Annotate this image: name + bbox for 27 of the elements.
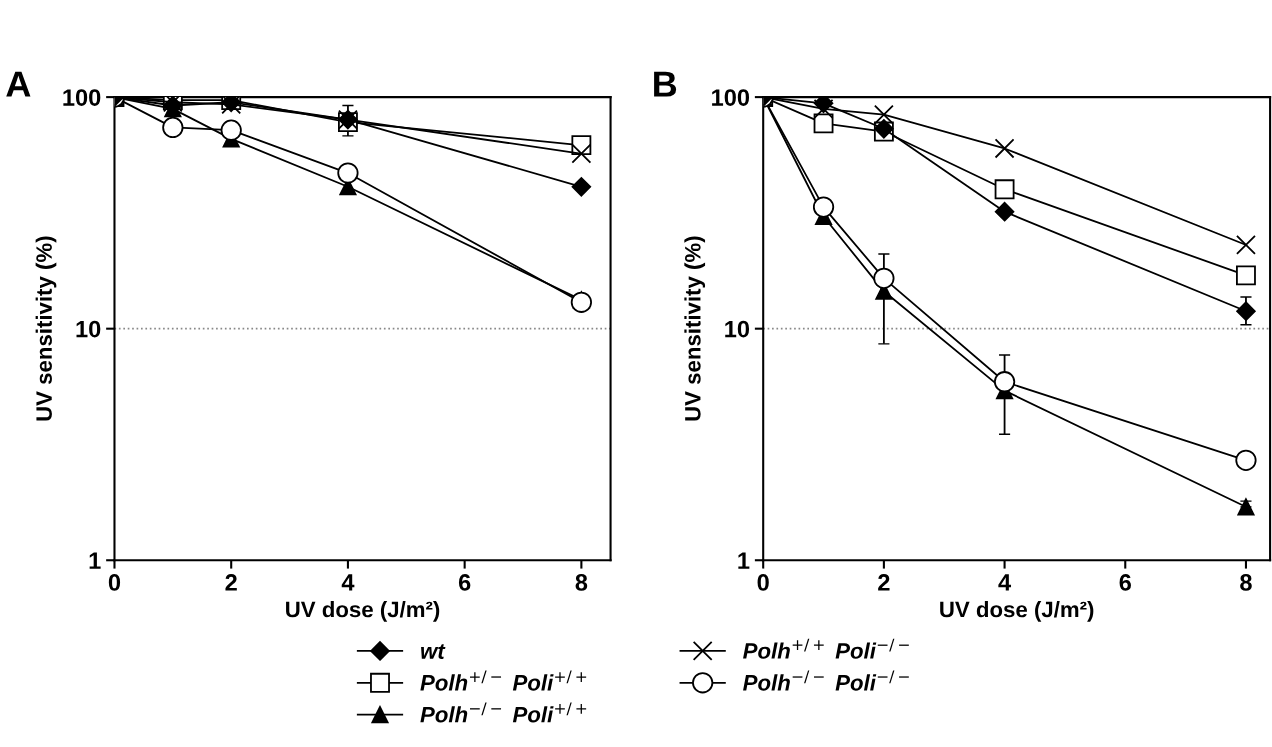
y-tick-label: 10	[725, 320, 750, 338]
y-axis-title: UV sensitivity (%)	[35, 236, 57, 421]
x-tick-label: 0	[757, 574, 769, 591]
legend-label: Polh$^{−/−}$ Poli$^{−/−}$	[743, 670, 909, 691]
x-tick-label: 4	[341, 574, 355, 591]
legend-label: Polh$^{+/−}$ Poli$^{+/+}$	[420, 670, 587, 691]
x-tick-label: 8	[1240, 574, 1252, 591]
x-tick-label: 0	[108, 574, 121, 591]
legend-label: Polh$^{+/+}$ Poli$^{−/−}$	[743, 638, 909, 659]
y-tick-label: 100	[712, 89, 750, 106]
x-tick-label: 6	[1119, 574, 1131, 591]
y-tick-label: 1	[89, 552, 101, 569]
y-tick-label: 10	[76, 320, 101, 338]
y-tick-label: 100	[63, 89, 101, 106]
legend-label: wt	[421, 644, 446, 659]
x-axis-title: UV dose (J/m²)	[286, 601, 440, 622]
x-tick-label: 6	[458, 574, 471, 591]
y-axis-title: UV sensitivity (%)	[684, 236, 706, 421]
x-axis-title: UV dose (J/m²)	[940, 601, 1094, 622]
chart-title: B	[654, 71, 677, 97]
legend-label: Polh$^{−/−}$ Poli$^{+/+}$	[420, 702, 587, 723]
chart-title: A	[6, 71, 31, 97]
x-tick-label: 2	[878, 574, 890, 591]
x-tick-label: 2	[225, 574, 237, 591]
x-tick-label: 8	[575, 574, 588, 591]
y-tick-label: 1	[738, 552, 750, 569]
x-tick-label: 4	[998, 574, 1012, 591]
